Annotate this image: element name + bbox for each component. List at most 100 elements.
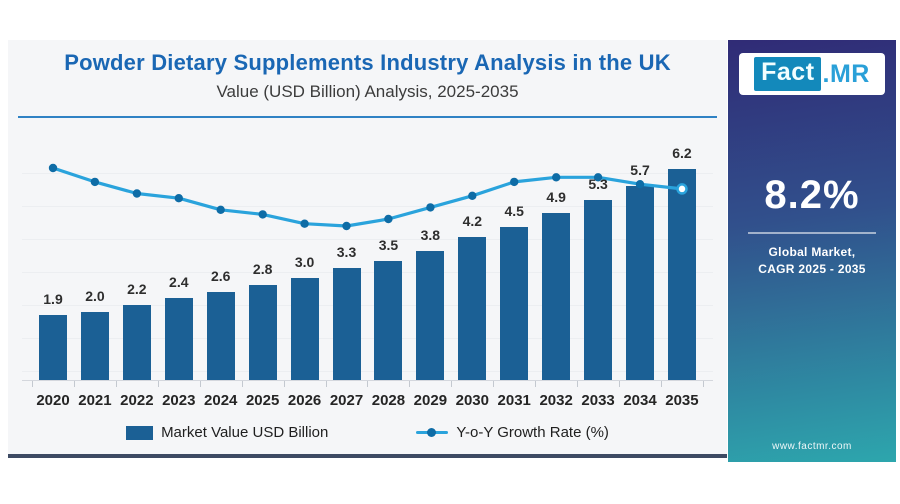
x-axis-tick [157, 381, 159, 387]
chart-legend: Market Value USD Billion Y-o-Y Growth Ra… [8, 424, 727, 441]
year-label-2032: 2032 [539, 392, 573, 409]
x-axis-tick [283, 381, 285, 387]
bar-value-label-2028: 3.5 [378, 237, 399, 253]
x-axis-tick [577, 381, 579, 387]
bar-value-label-2031: 4.5 [504, 203, 524, 219]
plot-area: 1.9 2020 2.0 2021 2.2 2022 2.4 2023 2.6 2024 2.8 20… [8, 130, 727, 430]
bar-2030 [458, 237, 487, 380]
x-axis-tick [199, 381, 201, 387]
growth-point-2028 [384, 214, 393, 224]
growth-point-2030 [468, 191, 477, 200]
growth-point-2025 [258, 210, 267, 219]
website-url: www.factmr.com [772, 441, 852, 452]
bar-2032 [542, 213, 571, 380]
gridline [22, 206, 713, 207]
x-axis-line [22, 380, 713, 381]
bar-value-label-2029: 3.8 [420, 226, 441, 243]
year-label-2021: 2021 [78, 392, 112, 409]
title-underline [18, 116, 717, 118]
growth-rate-line [51, 166, 684, 228]
bar-2021 [80, 312, 109, 380]
cagr-value: 8.2% [764, 173, 860, 217]
cagr-caption-line1: Global Market, [768, 245, 856, 259]
bar-2024 [206, 291, 235, 380]
x-axis-tick [702, 381, 704, 387]
legend-item-growth-rate: Y-o-Y Growth Rate (%) [416, 424, 609, 441]
year-label-2028: 2028 [371, 392, 406, 409]
year-label-2026: 2026 [287, 392, 322, 409]
bar-value-label-2033: 5.3 [588, 175, 608, 192]
year-label-2022: 2022 [120, 392, 154, 409]
growth-point-2031 [510, 177, 519, 187]
chart-subtitle: Value (USD Billion) Analysis, 2025-2035 [216, 82, 519, 101]
growth-rate-line-layer [48, 163, 688, 231]
bar-2025 [248, 284, 277, 380]
x-axis-tick [660, 381, 662, 387]
bar-value-label-2027: 3.3 [336, 243, 357, 260]
year-label-2031: 2031 [497, 392, 531, 409]
bar-value-label-2021: 2.0 [85, 288, 105, 304]
bar-2029 [416, 250, 445, 380]
year-label-2035: 2035 [665, 392, 699, 409]
gridline [22, 371, 713, 372]
legend-item-market-value: Market Value USD Billion [126, 424, 328, 441]
x-axis-tick [115, 381, 117, 387]
cagr-caption-line2: CAGR 2025 - 2035 [758, 262, 866, 276]
bar-2023 [164, 298, 193, 380]
gridline [22, 338, 713, 339]
x-axis-tick [73, 381, 75, 387]
year-label-2027: 2027 [329, 392, 364, 409]
year-label-2034: 2034 [623, 392, 657, 409]
bar-2031 [500, 227, 529, 380]
growth-point-2024 [216, 205, 225, 214]
year-label-2029: 2029 [413, 392, 448, 409]
growth-point-2029 [426, 203, 435, 212]
bar-value-label-2034: 5.7 [630, 162, 650, 179]
growth-point-2034 [635, 180, 645, 189]
bar-value-label-2025: 2.8 [252, 260, 273, 277]
chart-title: Powder Dietary Supplements Industry Anal… [64, 50, 671, 75]
legend-label-bar: Market Value USD Billion [161, 424, 329, 441]
growth-point-2023 [174, 194, 183, 203]
bar-value-label-2035: 6.2 [672, 145, 692, 162]
x-axis-tick [451, 381, 453, 387]
bar-2033 [584, 199, 613, 380]
legend-label-line: Y-o-Y Growth Rate (%) [456, 424, 609, 441]
line-dot-icon [427, 428, 437, 437]
logo-mr-text: .MR [822, 59, 870, 88]
gridline [22, 239, 713, 240]
x-axis-tick [325, 381, 327, 387]
bar-2026 [290, 278, 319, 380]
growth-point-2032 [552, 173, 561, 182]
growth-point-2020 [48, 163, 58, 173]
bar-value-label-2023: 2.4 [169, 274, 189, 291]
gridline [22, 272, 713, 273]
year-label-2023: 2023 [162, 392, 196, 409]
logo-fact-text: Fact [754, 57, 821, 91]
bar-value-label-2032: 4.9 [546, 189, 566, 206]
year-label-2024: 2024 [204, 392, 238, 409]
bar-value-label-2026: 3.0 [294, 254, 315, 270]
bar-value-label-2024: 2.6 [210, 267, 231, 284]
x-axis-tick [241, 381, 243, 387]
gridline [22, 173, 713, 174]
year-label-2030: 2030 [455, 392, 489, 409]
growth-point-2035 [676, 183, 688, 195]
brand-panel: Fact .MR 8.2% Global Market, CAGR 2025 - … [728, 40, 896, 462]
year-label-2033: 2033 [581, 392, 615, 409]
year-label-2020: 2020 [36, 392, 70, 409]
line-swatch-icon [416, 428, 449, 437]
x-axis-tick [493, 381, 495, 387]
cagr-divider [748, 232, 876, 234]
bar-2020 [39, 315, 67, 380]
bar-swatch-icon [126, 425, 154, 440]
chart-card: Powder Dietary Supplements Industry Anal… [8, 40, 727, 458]
gridline [22, 305, 713, 306]
x-axis-tick [409, 381, 411, 387]
growth-point-2026 [300, 219, 309, 228]
year-label-2025: 2025 [245, 392, 280, 409]
bar-2022 [122, 305, 151, 380]
growth-point-2021 [90, 177, 100, 187]
bar-2035 [667, 169, 696, 380]
